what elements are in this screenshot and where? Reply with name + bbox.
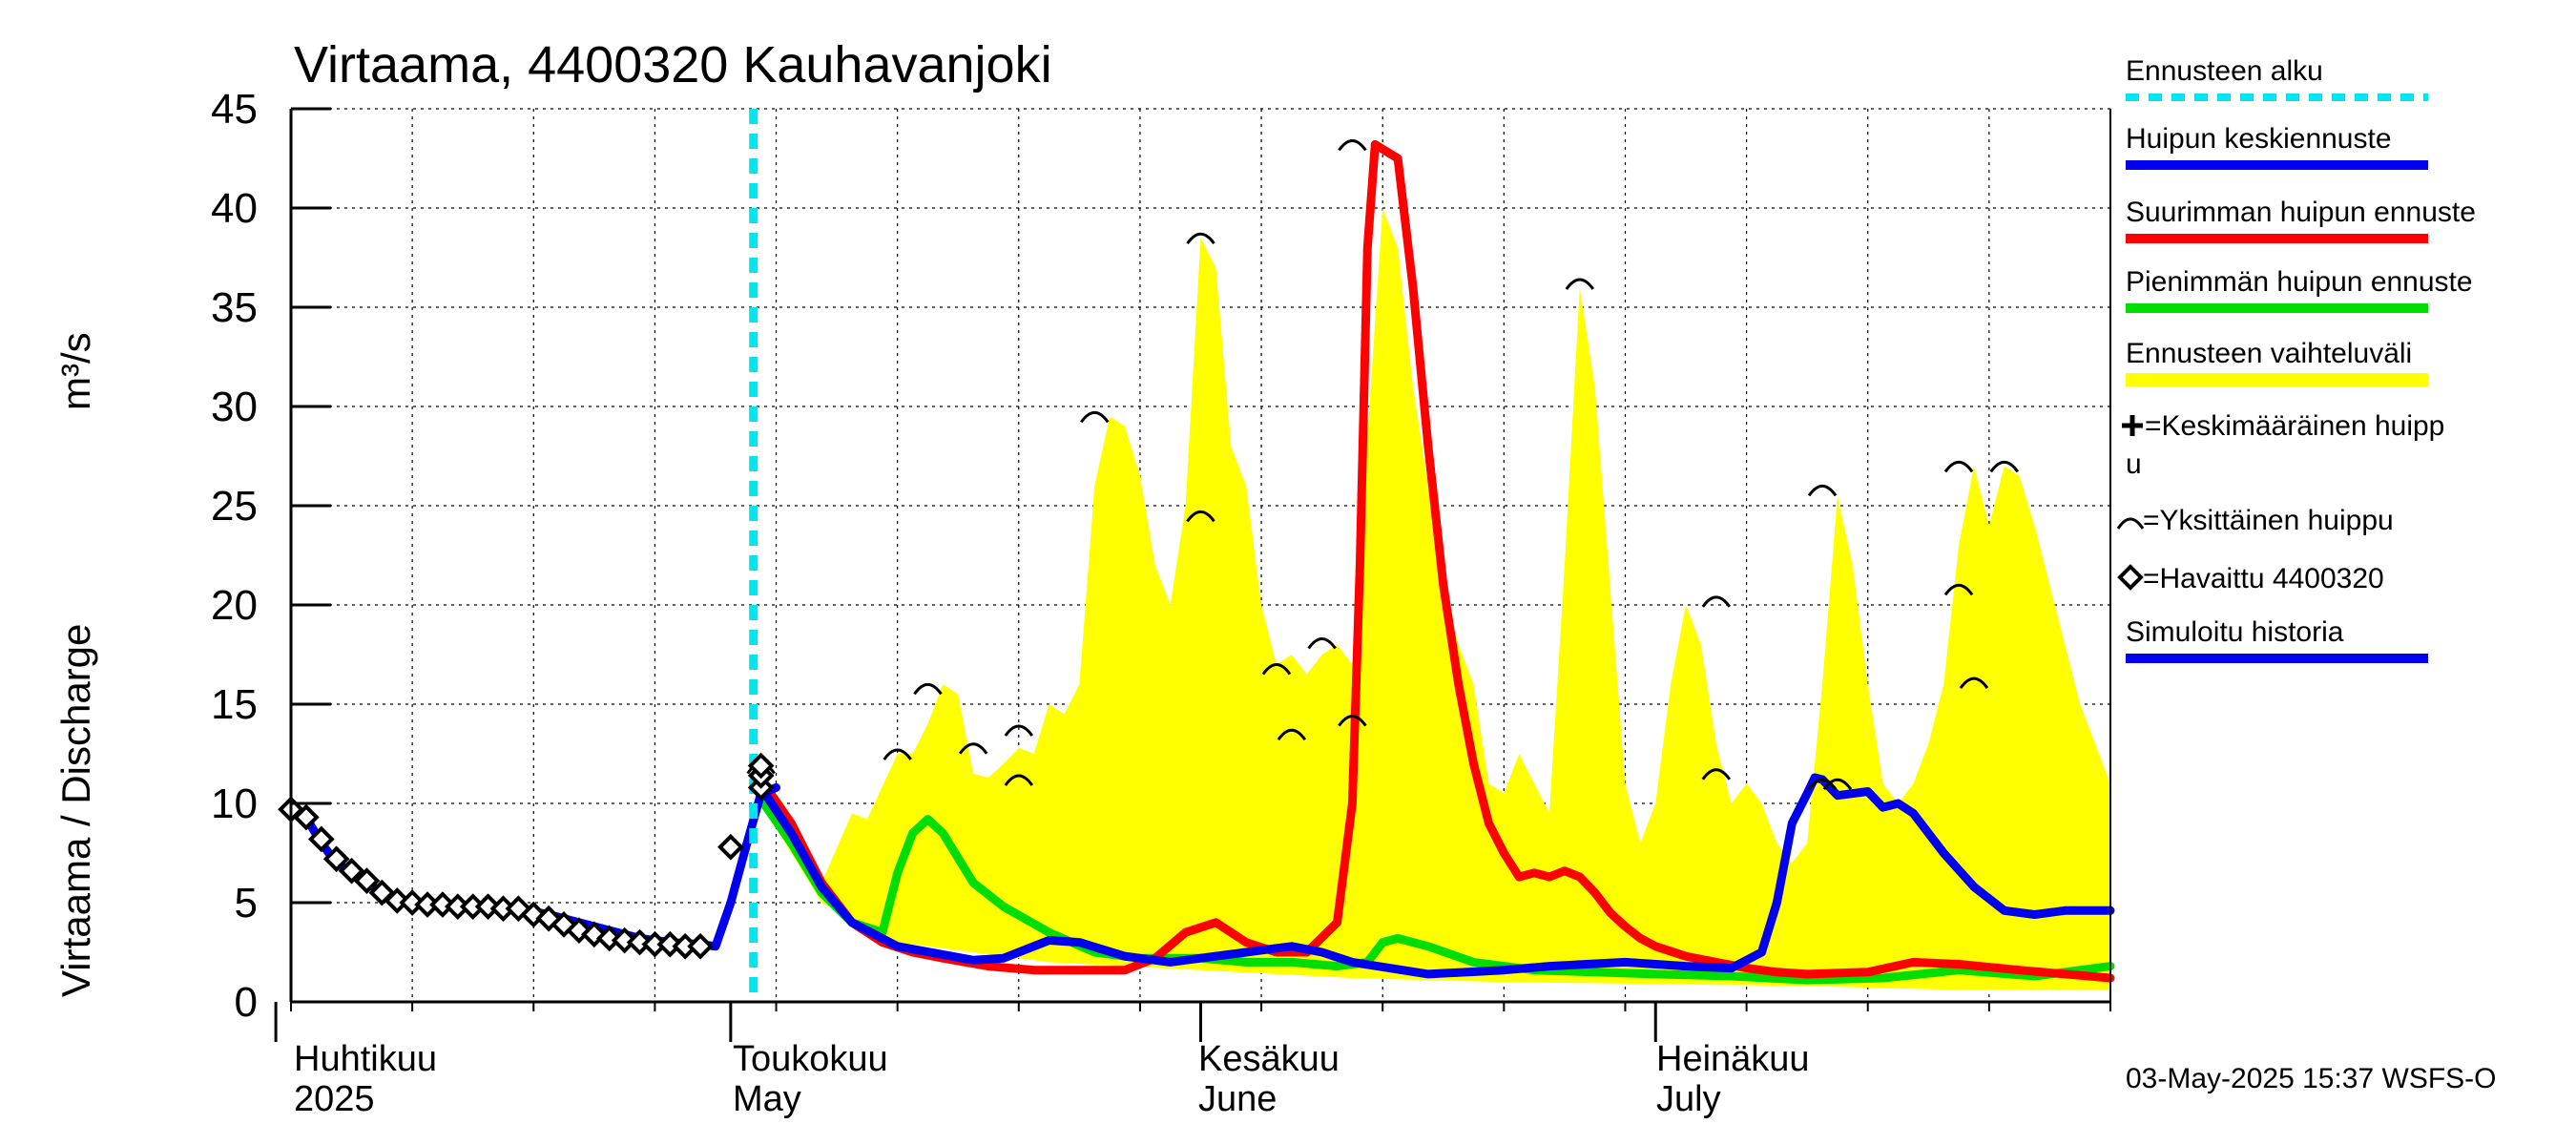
month-label-july: Heinäkuu (1656, 1039, 1810, 1079)
legend: Ennusteen alku Huipun keskiennuste Suuri… (2116, 55, 2476, 663)
y-tick-label: 45 (211, 86, 258, 133)
legend-mean-forecast: Huipun keskiennuste (2126, 123, 2392, 155)
observed-point (687, 932, 714, 960)
forecast-range-layer (760, 208, 2111, 990)
legend-single-peak-icon (2116, 517, 2145, 530)
single-peak-marker (1565, 278, 1595, 290)
legend-forecast-start: Ennusteen alku (2126, 55, 2323, 87)
timestamp: 03-May-2025 15:37 WSFS-O (2126, 1063, 2497, 1094)
observed-point (520, 901, 548, 928)
y-tick-label: 25 (211, 483, 258, 530)
y-tick-label: 40 (211, 185, 258, 232)
observed-point (384, 887, 411, 914)
single-peak-marker (1080, 410, 1110, 424)
single-peak-marker (1701, 595, 1732, 608)
single-peak-marker (958, 742, 988, 755)
single-peak-marker (1186, 232, 1215, 245)
y-tick-label: 5 (235, 880, 258, 926)
legend-min-forecast: Pienimmän huipun ennuste (2126, 266, 2473, 298)
legend-mean-peak-icon (2122, 415, 2143, 436)
y-tick-label: 0 (235, 979, 258, 1026)
observed-point (717, 833, 744, 861)
single-peak-marker (1261, 663, 1292, 676)
single-peak-marker (1807, 484, 1838, 497)
single-peak-marker (1822, 778, 1853, 791)
legend-observed: =Havaittu 4400320 (2143, 563, 2384, 594)
y-axis-label: Virtaama / Discharge (53, 624, 98, 997)
single-peak-marker (1186, 510, 1215, 523)
month-label-june-en: June (1198, 1079, 1277, 1119)
single-peak-marker (1701, 768, 1732, 781)
month-label-june: Kesäkuu (1198, 1039, 1340, 1079)
legend-simulated: Simuloitu historia (2126, 616, 2344, 648)
month-label-may-en: May (733, 1079, 801, 1119)
single-peak-marker (1277, 728, 1307, 741)
single-peak-marker (1307, 637, 1337, 650)
observed-point (611, 926, 638, 954)
observed-point (747, 752, 775, 780)
y-tick-label: 10 (211, 781, 258, 827)
single-peak-marker (1989, 460, 2019, 473)
legend-max-forecast: Suurimman huipun ennuste (2126, 197, 2476, 228)
single-peak-marker (913, 682, 943, 696)
observed-point (353, 867, 381, 894)
mean-peak-forecast-line (757, 773, 2115, 979)
y-tick-label: 15 (211, 681, 258, 728)
observed-point (338, 857, 365, 885)
observed-point (429, 891, 456, 918)
forecast-range-area (760, 208, 2111, 990)
observed-point (293, 803, 320, 831)
legend-mean-peak: =Keskimääräinen huipp (2145, 410, 2444, 442)
marker-layer (278, 109, 2019, 1002)
y-axis-unit: m³/s (53, 332, 98, 410)
observed-point (566, 917, 592, 944)
y-tick-label: 35 (211, 284, 258, 331)
observed-point (307, 825, 335, 853)
month-label-april-en: 2025 (294, 1079, 375, 1119)
y-tick-label: 30 (211, 384, 258, 430)
chart-title: Virtaama, 4400320 Kauhavanjoki (294, 36, 1052, 94)
legend-observed-icon (2117, 564, 2144, 591)
single-peak-marker (1943, 460, 1974, 473)
single-peak-marker (1807, 778, 1838, 791)
single-peak-marker (1004, 774, 1034, 786)
single-peak-marker (1338, 138, 1367, 152)
single-peak-marker (1959, 677, 1989, 690)
single-peak-marker (883, 748, 912, 760)
legend-mean-peak-wrap: u (2126, 448, 2142, 480)
observed-point (656, 930, 684, 958)
month-labels: Huhtikuu 2025 Toukokuu May Kesäkuu June … (294, 1039, 1810, 1119)
legend-range: Ennusteen vaihteluväli (2126, 338, 2412, 369)
observed-point (474, 893, 502, 920)
month-label-july-en: July (1656, 1079, 1721, 1119)
observed-point (322, 845, 350, 873)
month-label-april: Huhtikuu (294, 1039, 437, 1079)
min-peak-forecast-line (757, 795, 2115, 985)
axes: 0 5 10 15 20 25 30 35 40 45 (211, 86, 2111, 1042)
month-label-may: Toukokuu (733, 1039, 888, 1079)
single-peak-marker (1338, 715, 1367, 727)
single-peak-marker (1943, 583, 1974, 596)
legend-single-peak: =Yksittäinen huippu (2143, 505, 2394, 536)
y-tick-label: 20 (211, 582, 258, 629)
single-peak-marker (1004, 724, 1034, 737)
max-peak-forecast-line (757, 139, 2115, 983)
